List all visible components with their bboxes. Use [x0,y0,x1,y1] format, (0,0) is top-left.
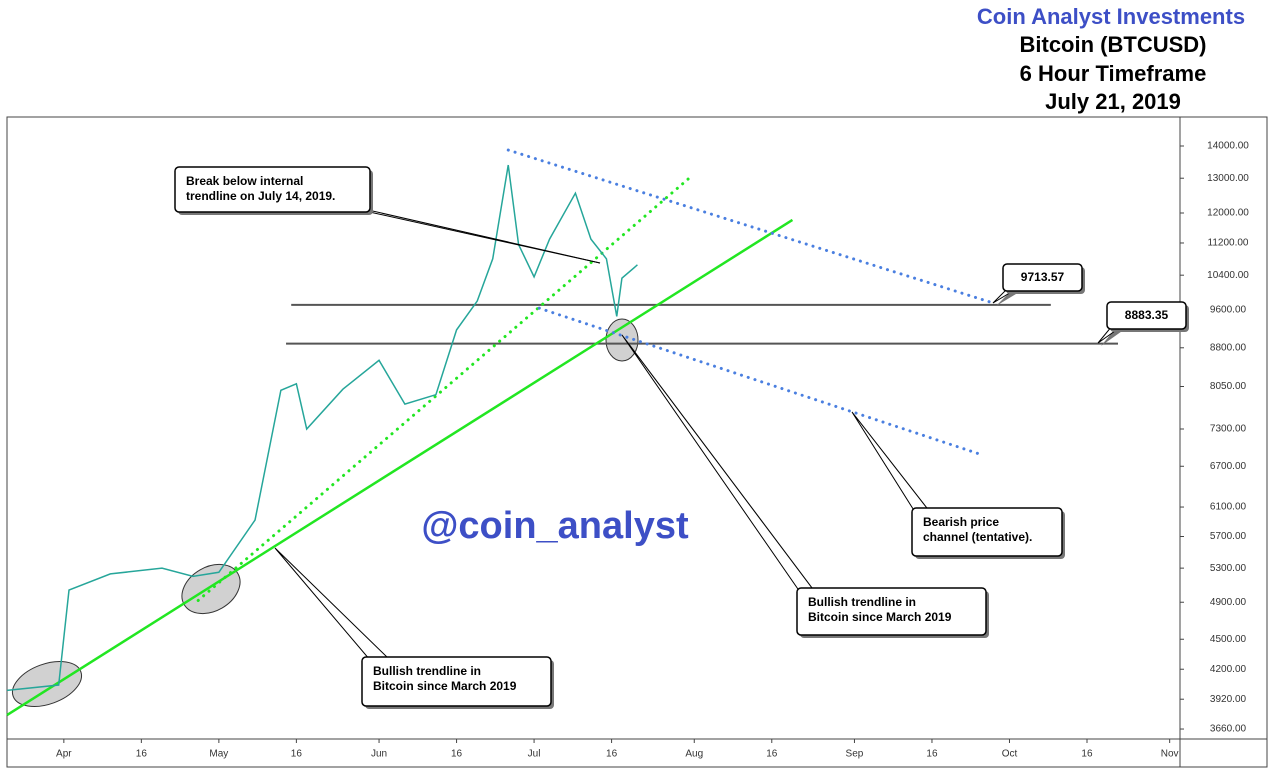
x-tick-label: Aug [685,749,703,760]
y-tick-label: 5300.00 [1210,563,1247,574]
x-tick-label: Apr [56,749,72,760]
price-line [6,164,638,692]
y-tick-label: 14000.00 [1207,141,1249,152]
x-tick-label: 16 [291,749,303,760]
callout-box [796,587,987,636]
callout-pointer-shadow [996,291,1021,306]
highlight [11,661,83,707]
callout-pointer [621,334,817,593]
y-tick-label: 3920.00 [1210,694,1247,705]
level-label: 9713.57 [1021,270,1065,284]
y-tick-label: 11200.00 [1208,238,1249,249]
callout-pointer [851,411,932,513]
title: Bitcoin (BTCUSD) [1020,32,1207,57]
callout-box [174,166,371,213]
annotation-text: Bitcoin since March 2019 [373,679,517,693]
y-tick-label: 8800.00 [1210,342,1247,353]
highlight [181,563,241,615]
annotation-text: Bearish price [923,515,999,529]
y-tick-label: 9600.00 [1210,305,1247,316]
level-label: 8883.35 [1125,308,1169,322]
trendline [506,148,996,305]
x-tick-label: 16 [451,749,463,760]
y-tick-label: 5700.00 [1210,531,1247,542]
y-tick-label: 8050.00 [1210,381,1247,392]
y-tick-label: 3660.00 [1210,724,1247,735]
x-tick-label: 16 [606,749,618,760]
callout-pointer [364,210,601,264]
frame [6,116,1268,768]
callout-pointer-shadow [625,338,818,595]
watermark: @coin_analyst [421,505,689,547]
annotation-text: Bullish trendline in [373,664,481,678]
callout-box [911,507,1063,557]
y-tick-label: 6700.00 [1210,461,1247,472]
x-tick-label: 16 [926,749,938,760]
x-tick-label: Oct [1002,749,1018,760]
x-tick-label: Jul [528,749,541,760]
callout-pointer [274,547,392,661]
y-tick-label: 6100.00 [1210,502,1247,513]
brand: Coin Analyst Investments [977,4,1245,29]
trendline [537,306,986,457]
annotation-text: channel (tentative). [923,530,1032,544]
callout-box [361,656,552,707]
trendline [6,218,794,717]
y-tick-label: 4500.00 [1210,634,1247,645]
highlight [605,318,639,362]
callout-box [1002,263,1083,292]
y-tick-label: 4200.00 [1210,664,1247,675]
callout-pointer-shadow [855,415,933,515]
date: July 21, 2019 [1045,89,1181,114]
annotation-text: Bitcoin since March 2019 [808,610,952,624]
callout-pointer-shadow [1101,329,1125,346]
y-tick-label: 12000.00 [1207,208,1249,219]
trendline [196,176,691,602]
x-tick-label: 16 [136,749,148,760]
annotation-text: trendline on July 14, 2019. [186,189,335,203]
x-tick-label: Jun [371,749,387,760]
x-tick-label: 16 [766,749,778,760]
annotation-text: Break below internal [186,174,303,188]
x-tick-label: May [209,749,228,760]
x-tick-label: Nov [1161,749,1179,760]
timeframe: 6 Hour Timeframe [1020,61,1207,86]
x-tick-label: Sep [846,749,864,760]
y-tick-label: 10400.00 [1207,270,1249,281]
x-tick-label: 16 [1081,749,1093,760]
annotation-text: Bullish trendline in [808,595,916,609]
y-tick-label: 13000.00 [1207,173,1249,184]
callout-box [1106,301,1187,330]
y-tick-label: 7300.00 [1210,424,1247,435]
y-tick-label: 4900.00 [1210,597,1247,608]
